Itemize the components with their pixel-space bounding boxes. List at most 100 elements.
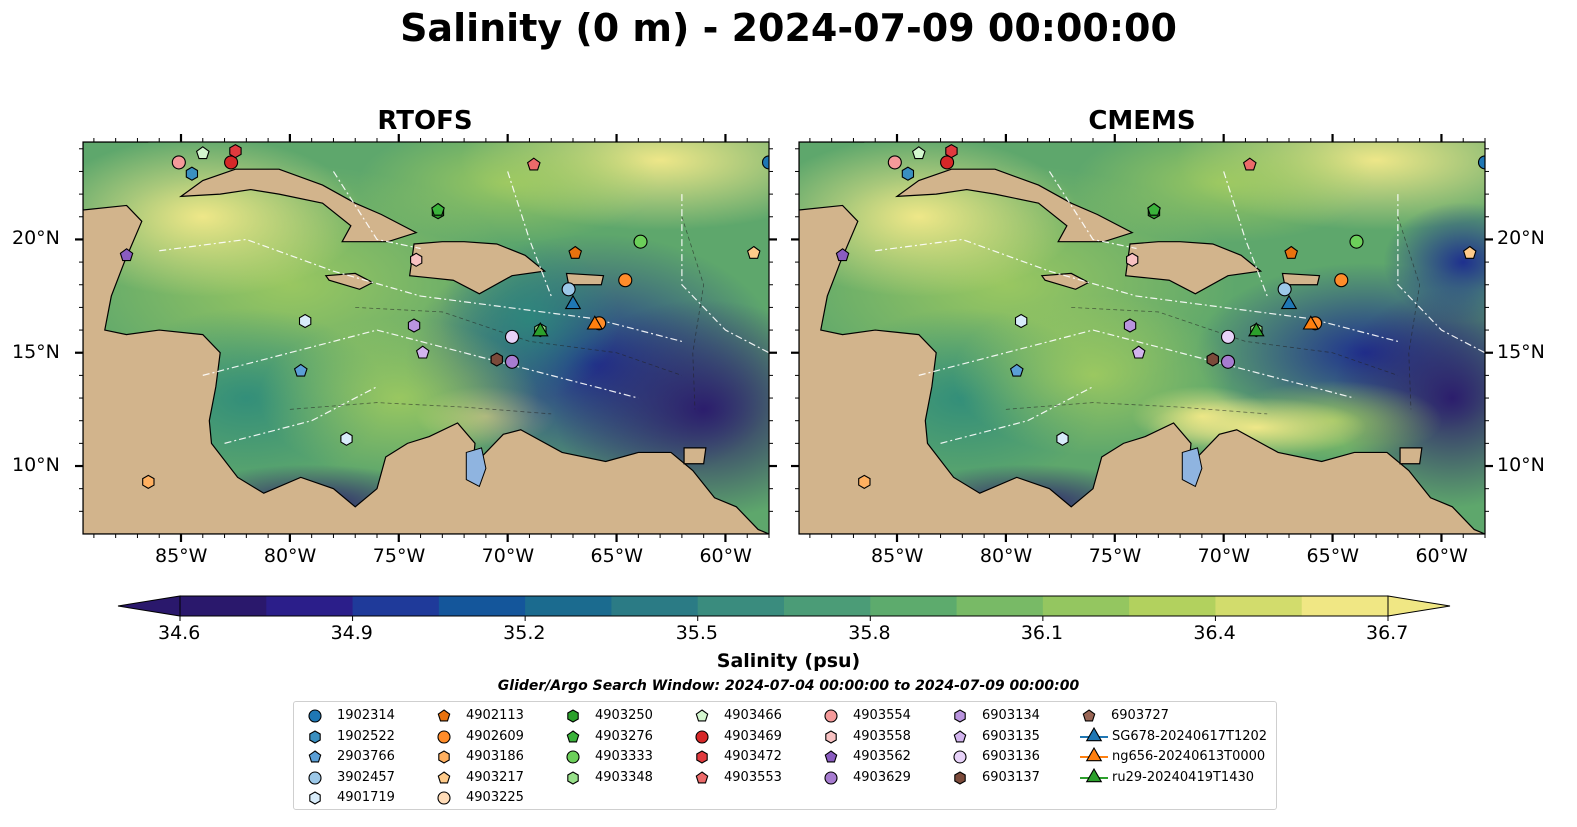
float-marker-4903276 — [1147, 202, 1161, 216]
pentagon-marker-icon — [824, 750, 838, 763]
hexagon-marker-icon — [438, 750, 450, 764]
hexagon-marker-icon — [567, 770, 579, 785]
float-marker-4903333 — [633, 234, 648, 249]
legend-label: 4903250 — [595, 708, 653, 723]
pentagon-marker-icon — [308, 750, 322, 763]
colorbar-segment — [180, 596, 267, 616]
float-marker-ng656-20240613T0000 — [586, 315, 604, 330]
colorbar-tick-label: 34.9 — [330, 622, 373, 644]
float-marker-6903136 — [504, 329, 520, 344]
lat-tick-label-left: 10°N — [12, 454, 60, 477]
legend-label: 4903554 — [853, 708, 911, 723]
pentagon-marker-icon — [437, 709, 451, 722]
float-marker-4903217 — [746, 245, 761, 259]
figure-title: Salinity (0 m) - 2024-07-09 00:00:00 — [400, 6, 1177, 50]
hexagon-marker-icon — [954, 770, 966, 785]
lon-tick-label: 85°W — [871, 545, 924, 567]
float-marker-4903558 — [410, 252, 423, 267]
float-marker-6903134 — [1123, 318, 1137, 333]
float-marker-4903472 — [945, 143, 958, 159]
pentagon-marker-icon — [566, 729, 580, 742]
legend-label: 4903225 — [466, 790, 524, 805]
map-rtofs — [75, 134, 777, 542]
float-marker-6903137 — [490, 352, 503, 367]
colorbar-tick-label: 35.2 — [503, 622, 546, 644]
float-marker-4903553 — [526, 157, 541, 171]
float-marker-4903629 — [504, 354, 520, 369]
float-marker-1902314 — [761, 155, 769, 170]
circle-marker-icon — [953, 750, 967, 764]
circle-marker-icon — [437, 791, 451, 805]
float-marker-2903766 — [1009, 363, 1024, 377]
search-window-text: Glider/Argo Search Window: 2024-07-04 00… — [497, 678, 1080, 694]
lon-tick-label: 70°W — [481, 545, 535, 567]
colorbar-segment — [697, 596, 785, 616]
legend-label: 4903333 — [595, 749, 653, 764]
map-cmems — [791, 134, 1493, 542]
triangle-marker-icon — [1080, 747, 1108, 762]
panel-title-cmems: CMEMS — [1088, 106, 1196, 136]
float-marker-4903186 — [858, 474, 871, 490]
legend-label: 4903276 — [595, 728, 653, 744]
lon-tick-label: 70°W — [1197, 545, 1251, 567]
legend-label: 6903727 — [1111, 708, 1169, 723]
pentagon-marker-icon — [953, 729, 967, 742]
float-marker-4901719 — [340, 431, 353, 446]
float-marker-2903766 — [293, 363, 308, 377]
hexagon-marker-icon — [696, 750, 708, 764]
legend-label: 6903134 — [982, 708, 1040, 723]
hexagon-marker-icon — [309, 729, 321, 744]
pentagon-marker-icon — [695, 709, 709, 722]
legend-label: 4903348 — [595, 769, 653, 785]
colorbar-segment — [1129, 596, 1217, 616]
legend-label: ru29-20240419T1430 — [1112, 769, 1255, 785]
triangle-marker-icon — [1080, 767, 1108, 782]
colorbar-segment — [352, 596, 440, 616]
legend-label: 4902113 — [466, 708, 524, 723]
legend-label: 4903558 — [853, 728, 911, 744]
colorbar-tick-label: 34.6 — [158, 622, 201, 644]
lat-tick-label-right: 20°N — [1497, 227, 1545, 250]
colorbar-tick-label: 35.8 — [848, 622, 891, 644]
float-marker-SG678-20240617T1202 — [1280, 294, 1298, 310]
colorbar-segment — [1215, 596, 1303, 616]
lon-tick-label: 60°W — [1415, 545, 1468, 567]
float-marker-6903134 — [407, 318, 421, 333]
float-marker-6903137 — [1206, 352, 1219, 367]
float-marker-4901719 — [298, 313, 312, 329]
legend-label: 4903472 — [724, 749, 782, 764]
legend-label: 2903766 — [337, 749, 395, 764]
circle-marker-icon — [566, 750, 580, 764]
map-panels — [75, 134, 1493, 542]
float-marker-ru29-20240419T1430 — [532, 322, 549, 337]
legend-label: 4902609 — [466, 728, 524, 744]
colorbar-extend-low — [117, 595, 181, 617]
hexagon-marker-icon — [309, 791, 321, 805]
legend-label: 1902522 — [337, 728, 395, 744]
colorbar-segment — [956, 596, 1044, 616]
legend-label: 4901719 — [337, 790, 395, 805]
float-marker-4903466 — [195, 146, 210, 160]
colorbar-segment — [1042, 596, 1130, 616]
lon-tick-label: 80°W — [263, 545, 317, 567]
float-marker-4903217 — [1462, 245, 1477, 259]
float-marker-4901719 — [1014, 313, 1028, 329]
lon-tick-label: 75°W — [372, 545, 426, 567]
float-marker-4903558 — [1126, 252, 1139, 267]
circle-marker-icon — [824, 770, 838, 785]
float-marker-3902457 — [561, 282, 576, 297]
lat-tick-label-right: 15°N — [1497, 340, 1545, 363]
float-marker-ru29-20240419T1430 — [1248, 322, 1265, 337]
lon-tick-label: 80°W — [979, 545, 1033, 567]
float-marker-4902113 — [1284, 245, 1299, 259]
legend-label: 4903469 — [724, 728, 782, 744]
circle-marker-icon — [824, 709, 838, 723]
lon-tick-label: 75°W — [1088, 545, 1142, 567]
colorbar-tick-label: 36.1 — [1020, 622, 1064, 644]
float-marker-1902522 — [901, 166, 915, 181]
float-marker-4903333 — [1349, 234, 1364, 249]
legend-label: 4903466 — [724, 708, 782, 723]
colorbar-extend-high — [1387, 595, 1451, 617]
hexagon-marker-icon — [567, 709, 579, 723]
colorbar-segment — [266, 596, 354, 616]
